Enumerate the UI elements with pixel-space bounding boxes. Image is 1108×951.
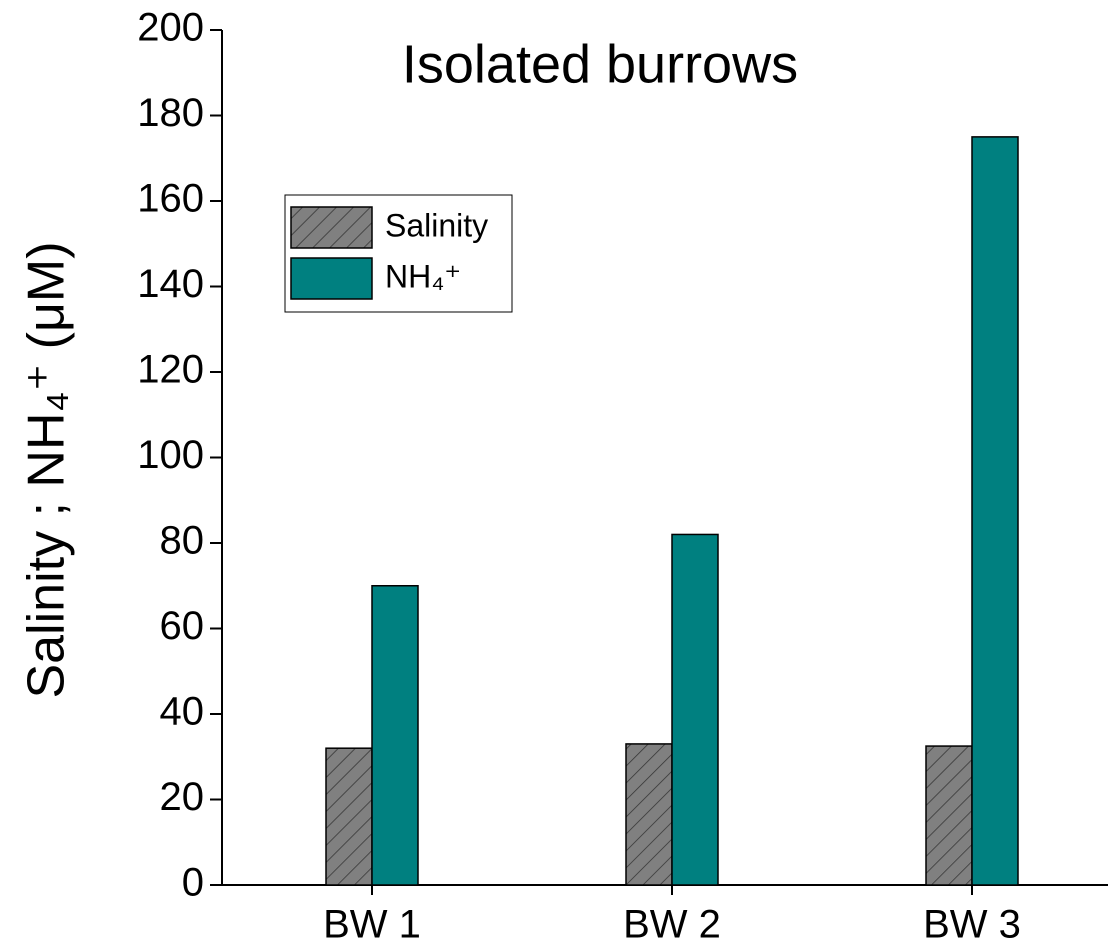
x-tick-label: BW 2: [623, 903, 721, 947]
y-tick-label: 80: [160, 519, 205, 563]
chart-title: Isolated burrows: [402, 34, 798, 94]
legend-label: Salinity: [385, 207, 488, 243]
bar: [325, 747, 373, 886]
bar: [971, 136, 1019, 886]
bar: [371, 585, 419, 886]
x-tick-label: BW 1: [323, 903, 421, 947]
y-tick-label: 140: [137, 262, 204, 306]
y-tick-label: 120: [137, 348, 204, 392]
y-tick-label: 200: [137, 6, 204, 50]
y-tick-label: 160: [137, 177, 204, 221]
y-tick-label: 20: [160, 775, 205, 819]
y-tick-label: 40: [160, 690, 205, 734]
legend-label: NH₄⁺: [385, 258, 461, 294]
bar: [625, 743, 673, 886]
y-tick-label: 0: [182, 861, 204, 905]
legend-swatch: [290, 206, 373, 249]
y-tick-label: 100: [137, 433, 204, 477]
y-tick-label: 180: [137, 91, 204, 135]
legend-swatch: [290, 257, 373, 300]
y-axis-label: Salinity ; NH₄⁺ (μM): [18, 241, 76, 698]
y-tick-label: 60: [160, 604, 205, 648]
bar: [671, 533, 719, 886]
bar: [925, 745, 973, 886]
x-tick-label: BW 3: [923, 903, 1021, 947]
